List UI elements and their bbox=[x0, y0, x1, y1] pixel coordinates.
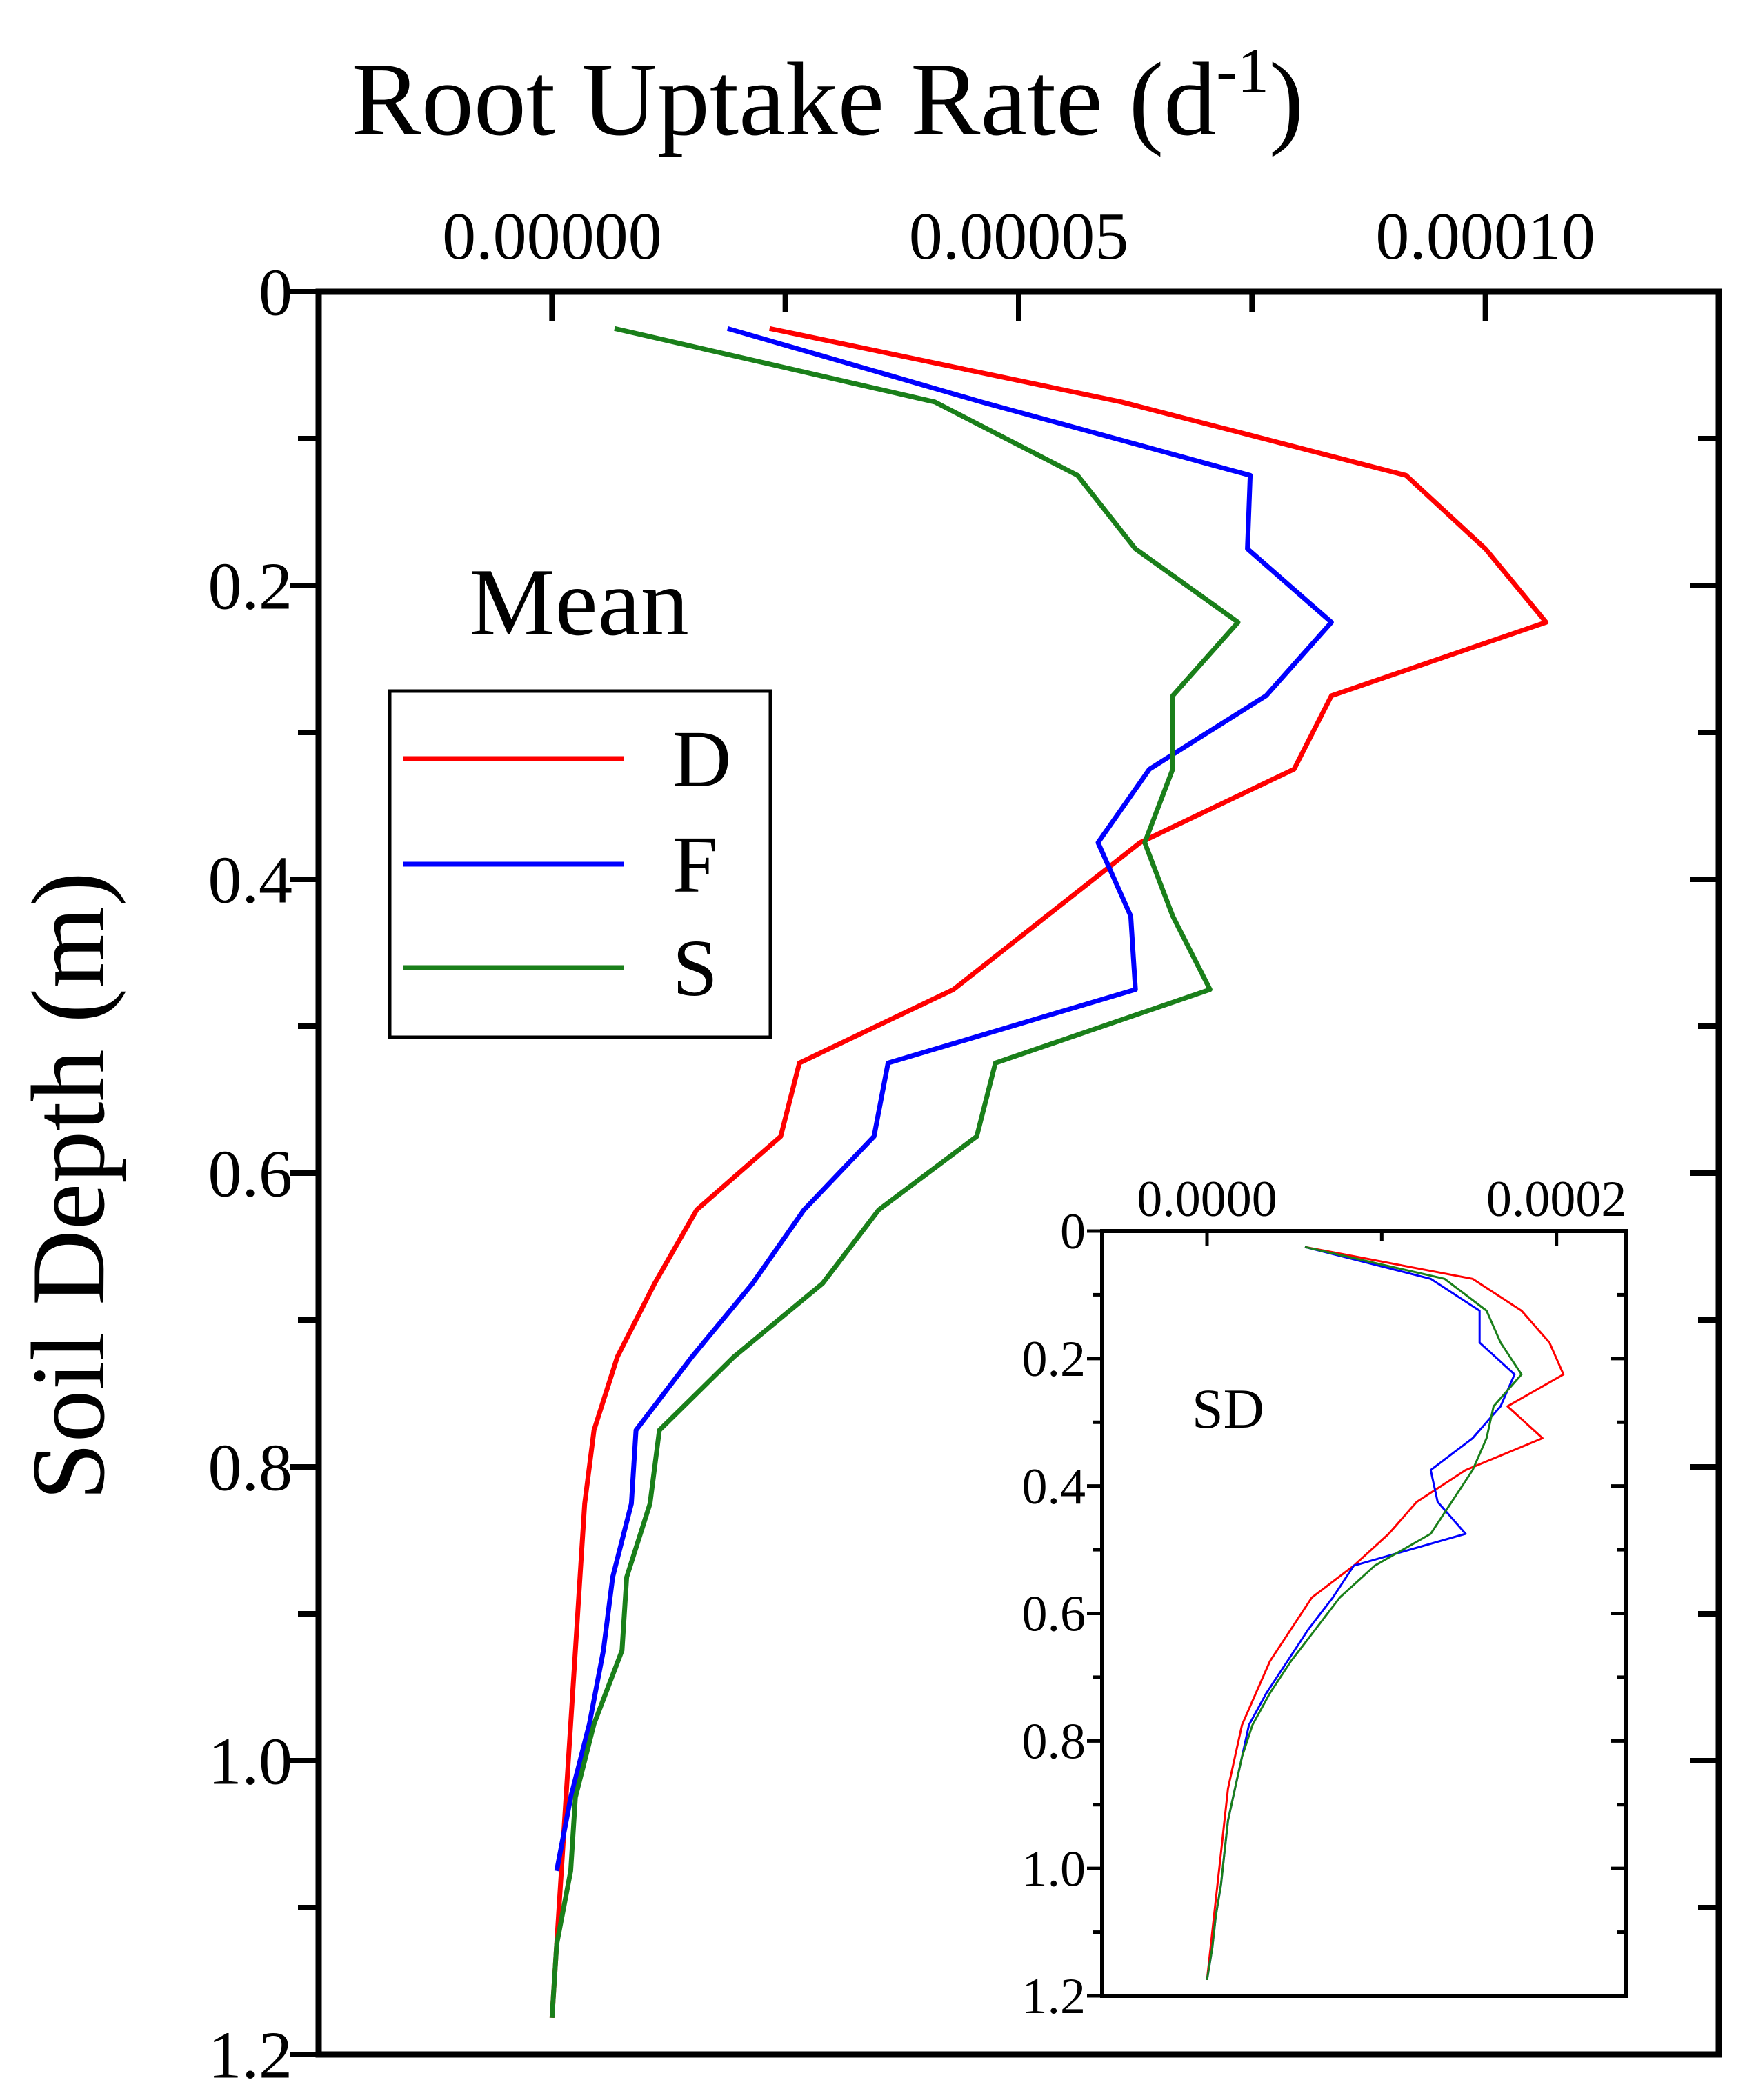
chart-title: Root Uptake Rate (d-1) bbox=[352, 35, 1304, 157]
inset-y-tick-label-4: 0.8 bbox=[1022, 1713, 1086, 1770]
inset-series-s-line bbox=[1206, 1246, 1523, 1981]
mean-annotation: Mean bbox=[469, 549, 689, 656]
inset-y-tick-label-2: 0.4 bbox=[1022, 1459, 1086, 1515]
legend-label-f: F bbox=[672, 819, 718, 910]
inset-y-tick-label-0: 0 bbox=[1060, 1203, 1086, 1260]
inset-series-d-line bbox=[1206, 1246, 1565, 1981]
sd-inset: 0.0000 0.0002 0 0.2 0.4 0.6 0.8 1.0 1.2 SD bbox=[1022, 1171, 1628, 2025]
inset-y-ticks: 0 0.2 0.4 0.6 0.8 1.0 1.2 bbox=[1022, 1203, 1626, 2025]
main-y-tick-label-3: 0.6 bbox=[208, 1137, 293, 1211]
main-x-tick-label-1: 0.00005 bbox=[909, 199, 1129, 274]
inset-y-tick-label-3: 0.6 bbox=[1022, 1586, 1086, 1643]
inset-x-tick-label-0: 0.0000 bbox=[1137, 1171, 1277, 1228]
main-y-tick-label-0: 0 bbox=[259, 255, 292, 330]
legend-label-s: S bbox=[672, 923, 718, 1013]
legend-items: DFS bbox=[403, 714, 731, 1013]
inset-x-ticks: 0.0000 0.0002 bbox=[1137, 1171, 1626, 1246]
main-series-f-line bbox=[554, 326, 1334, 1872]
inset-y-tick-label-5: 1.0 bbox=[1022, 1841, 1086, 1897]
main-y-ticks: 0 0.2 0.4 0.6 0.8 1.0 1.2 bbox=[208, 255, 1719, 2092]
main-x-tick-label-0: 0.00000 bbox=[442, 199, 662, 274]
main-y-tick-label-4: 0.8 bbox=[208, 1430, 293, 1505]
main-y-tick-label-1: 0.2 bbox=[208, 549, 293, 623]
main-series-lines bbox=[549, 326, 1549, 2019]
inset-plot-frame bbox=[1100, 1229, 1628, 1998]
main-y-tick-label-2: 0.4 bbox=[208, 843, 293, 917]
chart-title-main: Root Uptake Rate (d bbox=[352, 41, 1217, 157]
inset-x-tick-label-1: 0.0002 bbox=[1486, 1171, 1627, 1228]
legend: DFS bbox=[388, 689, 772, 1039]
y-axis-label: Soil Depth (m) bbox=[10, 872, 126, 1501]
main-x-tick-label-2: 0.00010 bbox=[1375, 199, 1595, 274]
main-series-s-line bbox=[549, 326, 1241, 2019]
chart-title-superscript: -1 bbox=[1216, 35, 1269, 106]
main-series-d-line bbox=[549, 326, 1549, 2019]
sd-annotation: SD bbox=[1192, 1377, 1264, 1440]
main-y-tick-label-5: 1.0 bbox=[208, 1724, 293, 1799]
inset-series-lines bbox=[1206, 1246, 1565, 1981]
inset-y-tick-label-1: 0.2 bbox=[1022, 1331, 1086, 1388]
legend-label-d: D bbox=[672, 714, 731, 804]
main-x-ticks: 0.00000 0.00005 0.00010 bbox=[442, 199, 1595, 321]
chart-title-close: ) bbox=[1269, 41, 1304, 157]
inset-y-tick-label-6: 1.2 bbox=[1022, 1968, 1086, 2025]
main-y-tick-label-6: 1.2 bbox=[208, 2018, 293, 2092]
